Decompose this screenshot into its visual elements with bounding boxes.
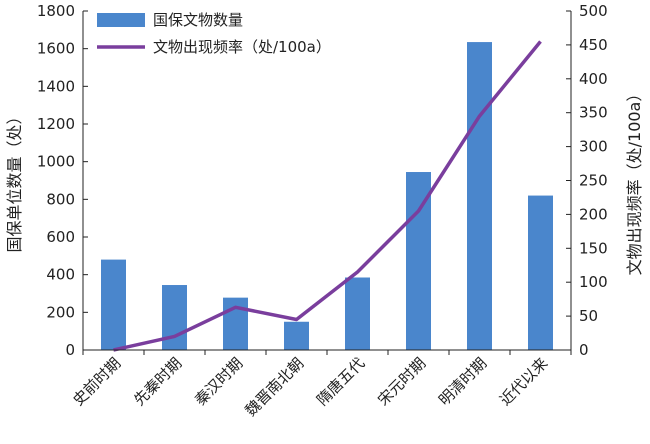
left-tick-label: 1400 <box>37 77 75 95</box>
x-tick-label: 明清时期 <box>435 354 490 409</box>
bar <box>467 42 492 350</box>
legend-swatch-bar <box>97 13 145 27</box>
series-line <box>113 40 542 352</box>
left-tick-label: 400 <box>46 266 75 284</box>
right-tick-label: 50 <box>579 307 598 325</box>
x-tick-label: 宋元时期 <box>374 354 429 409</box>
left-axis-title: 国保单位数量（处） <box>5 108 24 252</box>
right-tick-label: 100 <box>579 273 608 291</box>
left-tick-label: 600 <box>46 228 75 246</box>
bar <box>101 259 126 350</box>
bar <box>528 195 553 350</box>
x-tick-label: 近代以来 <box>496 354 551 409</box>
x-tick-label: 魏晋南北朝 <box>242 354 308 420</box>
right-tick-label: 500 <box>579 2 608 20</box>
right-tick-label: 150 <box>579 239 608 257</box>
legend-label-bar: 国保文物数量 <box>153 11 243 29</box>
bar <box>162 285 187 350</box>
x-tick-label: 先秦时期 <box>130 354 185 409</box>
x-tick-label: 秦汉时期 <box>191 354 246 409</box>
legend-label-line: 文物出现频率（处/100a） <box>153 38 331 56</box>
bar <box>223 297 248 350</box>
left-tick-label: 800 <box>46 190 75 208</box>
left-tick-label: 0 <box>65 341 75 359</box>
right-tick-label: 450 <box>579 36 608 54</box>
left-tick-label: 200 <box>46 303 75 321</box>
left-tick-label: 1000 <box>37 153 75 171</box>
left-tick-label: 1800 <box>37 2 75 20</box>
bar <box>345 277 370 350</box>
bar <box>406 172 431 350</box>
right-axis-title: 文物出现频率（处/100a） <box>625 86 644 276</box>
bar-series <box>101 42 553 350</box>
right-tick-label: 350 <box>579 104 608 122</box>
right-tick-label: 300 <box>579 138 608 156</box>
bar <box>284 321 309 350</box>
left-tick-label: 1200 <box>37 115 75 133</box>
right-tick-label: 200 <box>579 205 608 223</box>
x-tick-label: 史前时期 <box>69 354 124 409</box>
left-tick-label: 1600 <box>37 40 75 58</box>
right-tick-label: 400 <box>579 70 608 88</box>
right-tick-label: 250 <box>579 172 608 190</box>
x-tick-label: 隋唐五代 <box>313 354 368 409</box>
right-tick-label: 0 <box>579 341 589 359</box>
